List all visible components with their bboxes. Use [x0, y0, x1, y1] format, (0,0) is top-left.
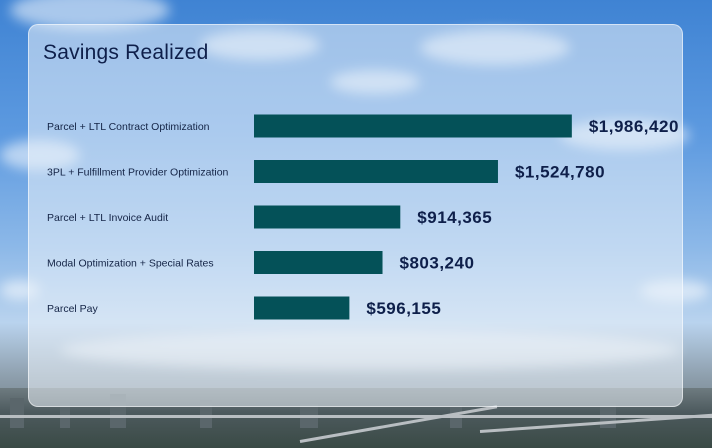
bar — [254, 296, 350, 320]
chart-panel: Savings Realized Parcel + LTL Contract O… — [28, 24, 683, 407]
value-label: $803,240 — [400, 254, 475, 273]
category-label: Parcel Pay — [47, 303, 99, 315]
bar — [254, 205, 401, 229]
chart-title: Savings Realized — [43, 41, 209, 64]
category-label: 3PL + Fulfillment Provider Optimization — [47, 167, 229, 179]
bar — [254, 160, 498, 183]
value-label: $1,986,420 — [589, 117, 679, 136]
bar — [254, 251, 383, 274]
bar — [254, 114, 572, 138]
value-label: $914,365 — [417, 208, 492, 227]
category-label: Parcel + LTL Contract Optimization — [47, 121, 210, 133]
value-label: $596,155 — [366, 299, 441, 318]
bar-chart: Parcel + LTL Contract Optimization $1,986… — [47, 114, 679, 320]
value-label: $1,524,780 — [515, 163, 605, 182]
category-label: Modal Optimization + Special Rates — [47, 258, 214, 270]
category-label: Parcel + LTL Invoice Audit — [47, 212, 168, 224]
